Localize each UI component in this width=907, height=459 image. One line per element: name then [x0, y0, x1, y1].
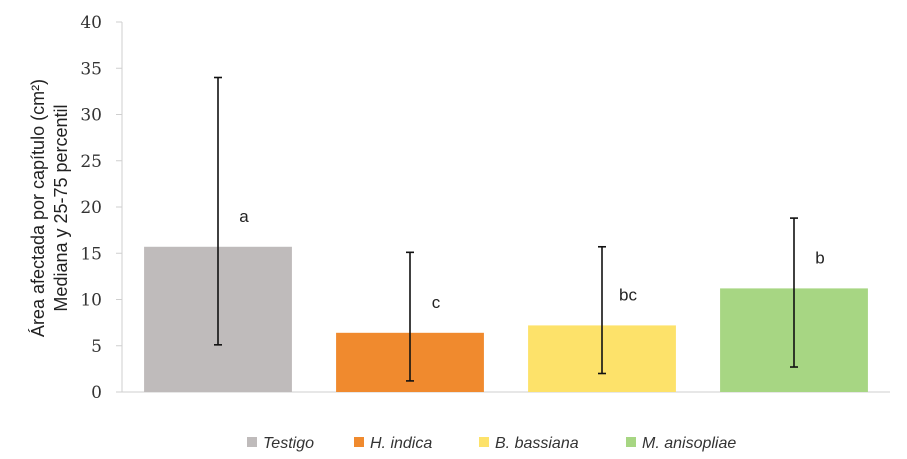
- y-tick-label: 40: [80, 13, 102, 33]
- y-tick-label: 25: [80, 152, 102, 172]
- legend-swatch: [626, 437, 636, 447]
- significance-label: c: [432, 293, 441, 312]
- y-tick-label: 20: [80, 198, 102, 218]
- bars: a c bc b: [144, 76, 868, 392]
- legend-label: B. bassiana: [495, 435, 579, 452]
- legend-label: H. indica: [370, 435, 432, 452]
- y-tick-label: 15: [80, 244, 102, 264]
- significance-label: a: [239, 207, 249, 226]
- y-tick-label: 5: [91, 337, 102, 357]
- legend-swatch: [247, 437, 257, 447]
- legend: Testigo H. indica B. bassiana M. anisopliae: [247, 435, 736, 452]
- y-tick-label: 0: [91, 383, 102, 403]
- significance-label: b: [815, 248, 824, 267]
- legend-label: Testigo: [263, 435, 314, 452]
- y-tick-label: 10: [80, 291, 102, 311]
- y-tick-label: 30: [80, 106, 102, 126]
- y-axis-label-line1: Área afectada por capítulo (cm²): [28, 79, 48, 337]
- legend-swatch: [354, 437, 364, 447]
- y-ticks: 0 5 10 15 20 25 30 35 40: [80, 13, 122, 403]
- y-axis-label-line2: Mediana y 25-75 percentil: [51, 104, 71, 311]
- legend-label: M. anisopliae: [642, 435, 736, 452]
- significance-label: bc: [619, 285, 637, 304]
- y-axis-label: Área afectada por capítulo (cm²) Mediana…: [28, 79, 71, 337]
- y-tick-label: 35: [80, 59, 102, 79]
- legend-swatch: [479, 437, 489, 447]
